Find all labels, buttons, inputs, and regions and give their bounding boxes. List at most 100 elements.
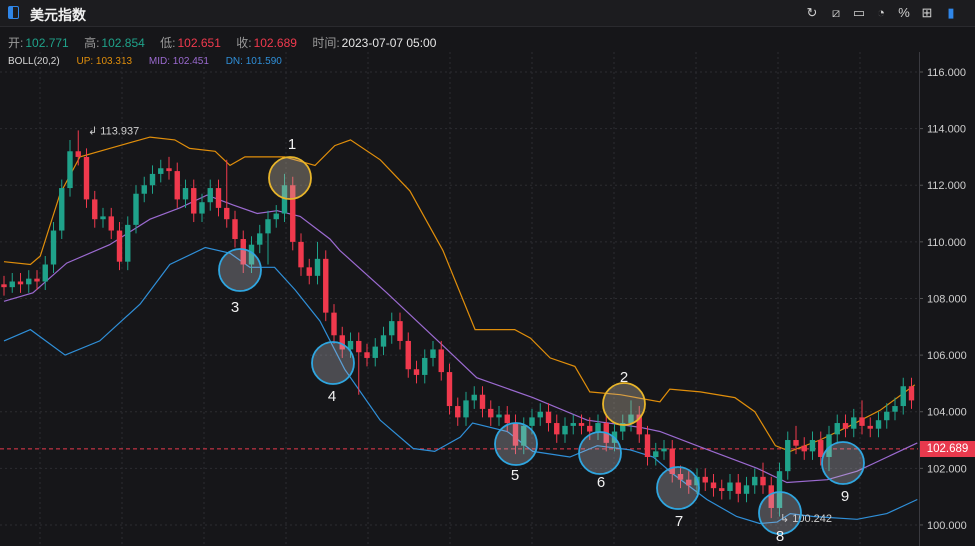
candle — [174, 162, 180, 208]
candle — [570, 414, 576, 435]
candle — [42, 256, 48, 290]
candle-body — [446, 372, 453, 407]
panel-toggle-icon[interactable]: ▮ — [947, 5, 955, 20]
price-axis-label: 112.000 — [927, 180, 966, 192]
candle — [719, 479, 725, 500]
candle — [191, 179, 197, 223]
candle-body — [59, 188, 65, 231]
candle — [446, 363, 453, 415]
candle — [867, 417, 873, 438]
pie-chart-icon[interactable]: ◔ — [877, 5, 885, 20]
candle — [75, 130, 81, 166]
candle — [488, 400, 494, 426]
candle-body — [273, 213, 279, 220]
candle — [240, 230, 246, 274]
candle-body — [768, 485, 774, 508]
candle-body — [323, 258, 329, 313]
annotation-circle-5 — [494, 422, 538, 466]
candle-body — [562, 425, 568, 435]
candle-body — [479, 394, 486, 409]
panel-icon[interactable] — [8, 6, 19, 19]
candle-body — [422, 357, 428, 375]
candle-body — [125, 224, 131, 262]
candle — [290, 176, 296, 251]
candle-body — [578, 423, 585, 426]
candle-body — [851, 417, 857, 429]
candle-body — [743, 485, 750, 494]
candle — [471, 386, 477, 409]
min-price-label: ↳ 100.242 — [780, 513, 832, 525]
candle-body — [496, 414, 502, 418]
presentation-chart-icon[interactable]: ▭ — [852, 5, 866, 20]
candle — [504, 406, 510, 432]
candle-body — [166, 168, 172, 172]
candle — [34, 270, 40, 290]
grid-icon[interactable]: ⊞ — [921, 5, 933, 20]
annotation-label: 5 — [511, 467, 519, 484]
draw-icon[interactable]: ⧄ — [831, 5, 841, 20]
candle-body — [677, 474, 684, 480]
annotation-label: 1 — [288, 136, 296, 153]
candle — [859, 400, 865, 435]
candle — [314, 241, 321, 285]
candle-body — [240, 239, 246, 265]
candle — [752, 468, 758, 494]
candle-body — [752, 476, 758, 486]
candle — [479, 386, 486, 418]
candle — [215, 179, 222, 217]
candle — [141, 176, 147, 203]
candle — [149, 165, 156, 194]
price-axis-label: 114.000 — [927, 124, 966, 136]
candle-body — [834, 423, 840, 435]
low-value: 102.651 — [177, 36, 221, 50]
boll-name: BOLL(20,2) — [8, 56, 60, 67]
candle-body — [372, 346, 378, 358]
candle-body — [438, 349, 444, 373]
annotation-circle-6 — [578, 431, 622, 475]
candle — [628, 400, 634, 432]
candle-body — [67, 151, 73, 189]
candle — [768, 476, 774, 519]
candle-body — [512, 423, 519, 446]
candle — [562, 417, 568, 443]
candle-body — [232, 219, 238, 240]
percent-icon[interactable]: % — [898, 5, 910, 20]
candle-body — [702, 476, 708, 483]
candle — [892, 397, 898, 421]
refresh-icon[interactable]: ↻ — [806, 5, 818, 20]
annotation-label: 8 — [776, 528, 784, 545]
candle — [92, 190, 98, 228]
candle — [438, 340, 444, 381]
candle-body — [710, 482, 717, 489]
candle — [17, 273, 24, 293]
price-axis-label: 110.000 — [927, 237, 966, 249]
annotation-circle-2 — [602, 382, 646, 426]
candle-body — [281, 185, 288, 214]
candle-body — [92, 199, 98, 220]
candle — [818, 431, 824, 466]
candle-body — [908, 386, 915, 401]
candle-body — [108, 216, 114, 231]
candle-body — [215, 188, 222, 208]
candle — [405, 332, 411, 378]
candle — [298, 233, 304, 276]
candle-body — [727, 482, 733, 491]
candle — [125, 216, 131, 271]
annotation-circle-4 — [311, 341, 355, 385]
annotation-label: 6 — [597, 474, 605, 491]
candle — [331, 304, 337, 344]
candle — [884, 403, 890, 429]
candle — [644, 425, 651, 466]
annotation-label: 2 — [620, 369, 628, 386]
candle-body — [661, 448, 667, 452]
boll-mid-band — [3, 194, 918, 484]
candle — [339, 326, 345, 358]
price-axis-label: 102.000 — [927, 463, 967, 475]
candle — [661, 440, 667, 460]
candle — [430, 340, 436, 367]
price-axis-label: 116.000 — [927, 67, 966, 79]
candle-body — [413, 369, 420, 375]
candle-body — [298, 241, 304, 268]
candle-body — [430, 349, 436, 358]
